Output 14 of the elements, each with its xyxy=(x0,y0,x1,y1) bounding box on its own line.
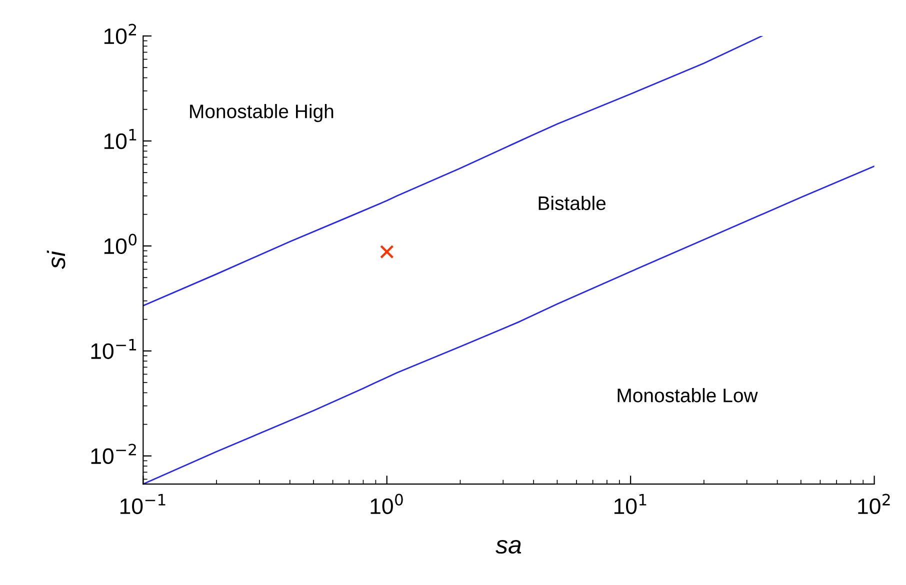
x-tick-label: 10$^{−1}$ xyxy=(120,494,166,514)
y-tick-label: 10$^{1}$ xyxy=(104,129,136,150)
annotation: Monostable Low xyxy=(618,388,758,402)
y-tick-label: 10$^{0}$ xyxy=(104,234,137,254)
x-tick-label: 10$^{1}$ xyxy=(614,494,646,514)
y-axis-title: si xyxy=(46,250,66,269)
x-axis-title: sa xyxy=(496,540,522,554)
y-tick-label: 10$^{−1}$ xyxy=(91,338,136,360)
x-tick-label: 10$^{0}$ xyxy=(370,494,403,514)
y-tick-label: 10$^{2}$ xyxy=(104,24,136,44)
annotation: Bistable xyxy=(538,196,606,210)
annotation: Monostable High xyxy=(190,104,334,122)
y-tick-label: 10$^{−2}$ xyxy=(91,444,136,464)
x-tick-label: 10$^{2}$ xyxy=(858,494,890,514)
